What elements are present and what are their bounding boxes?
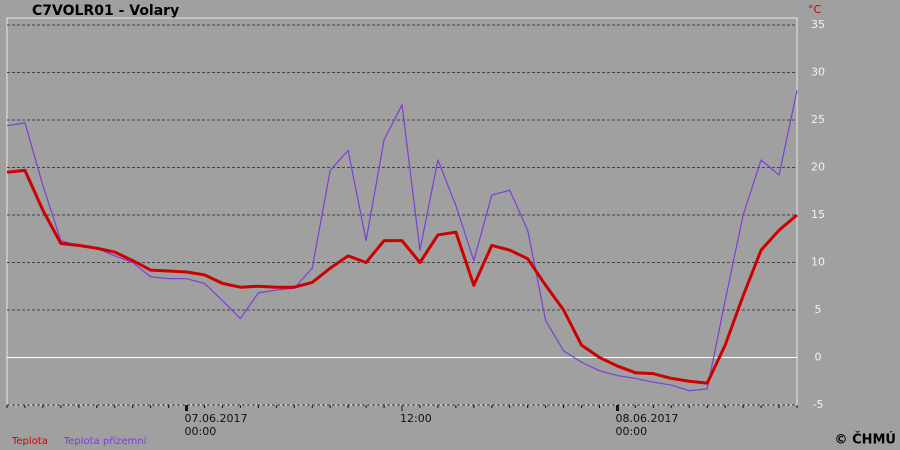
x-tick-label: 08.06.2017 00:00 bbox=[615, 412, 679, 438]
y-tick-label: 20 bbox=[811, 161, 825, 174]
x-tick-label: 07.06.2017 00:00 bbox=[184, 412, 248, 438]
legend-label: Teplota přízemní bbox=[63, 435, 148, 447]
y-unit: °C bbox=[808, 3, 822, 16]
legend-label: Teplota bbox=[11, 436, 48, 447]
y-tick-label: 5 bbox=[815, 303, 822, 316]
y-tick-label: 25 bbox=[811, 113, 825, 126]
y-tick-label: 0 bbox=[815, 351, 822, 364]
series-line bbox=[6, 168, 798, 385]
series-line bbox=[6, 90, 798, 392]
y-tick-label: 10 bbox=[811, 256, 825, 269]
copyright: © ČHMÚ bbox=[835, 432, 896, 448]
chart-title: C7VOLR01 - Volary bbox=[32, 3, 179, 19]
y-tick-label: 30 bbox=[811, 66, 825, 79]
y-tick-label: 35 bbox=[811, 18, 825, 31]
x-tick-label: 12:00 bbox=[400, 412, 432, 425]
y-tick-label: 15 bbox=[811, 208, 825, 221]
y-tick-label: -5 bbox=[813, 398, 824, 411]
plot-frame bbox=[6, 17, 798, 406]
